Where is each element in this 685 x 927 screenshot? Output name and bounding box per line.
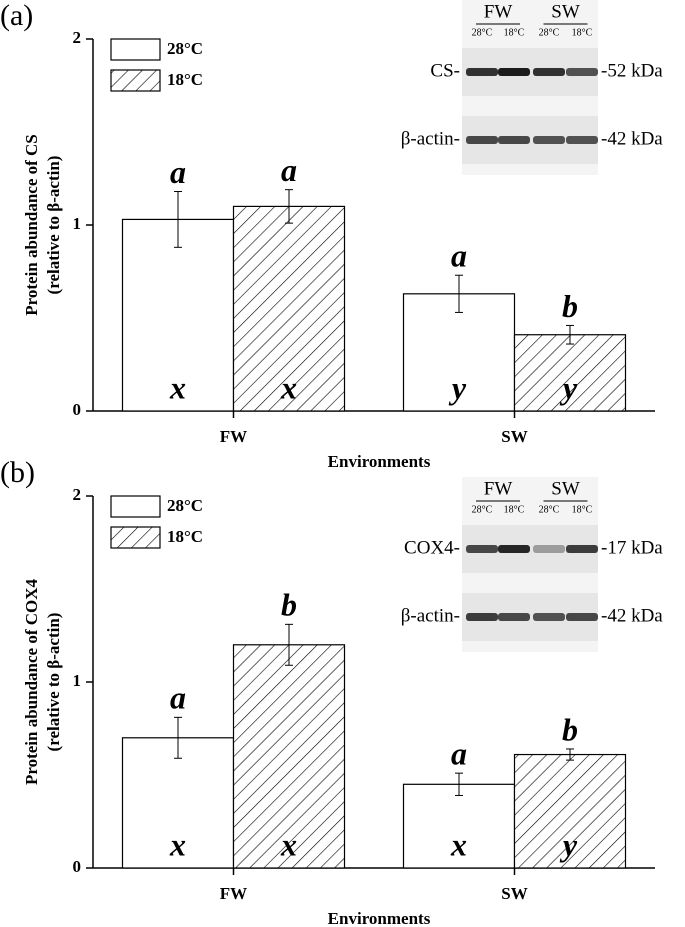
- legend-label: 28°C: [167, 496, 203, 515]
- blot-band: [566, 613, 598, 621]
- significance-letter: a: [170, 154, 186, 190]
- significance-letter: a: [451, 238, 467, 274]
- blot-group: FW: [484, 478, 513, 499]
- significance-letter: a: [281, 152, 297, 188]
- x-tick-label: SW: [501, 427, 527, 446]
- significance-letter: b: [281, 587, 297, 623]
- blot-band: [566, 136, 598, 144]
- legend-label: 28°C: [167, 39, 203, 58]
- group-letter: x: [450, 826, 467, 862]
- blot-size: -17 kDa: [601, 537, 663, 558]
- error-bar: [566, 324, 574, 345]
- blot-band: [566, 545, 598, 553]
- blot-band: [466, 136, 498, 144]
- group-letter: y: [559, 826, 578, 862]
- blot-group: FW: [484, 1, 513, 22]
- blot-lane: 28°C: [539, 27, 560, 38]
- blot-protein: COX4-: [404, 537, 460, 558]
- blot-lane: 28°C: [472, 27, 493, 38]
- error-bar: [174, 716, 182, 759]
- legend-label: 18°C: [167, 527, 203, 546]
- x-tick-label: FW: [220, 427, 247, 446]
- bar: [402, 293, 516, 412]
- group-letter: x: [169, 369, 186, 405]
- error-bar: [455, 772, 463, 796]
- y-axis-label: (relative to β-actin): [44, 613, 63, 752]
- x-tick-label: FW: [220, 884, 247, 903]
- blot-group: SW: [551, 1, 580, 22]
- significance-letter: b: [562, 288, 578, 324]
- y-tick-label: 0: [73, 857, 82, 876]
- x-axis-label: Environments: [328, 909, 431, 927]
- group-letter: y: [559, 369, 578, 405]
- blot-protein: β-actin-: [401, 128, 460, 149]
- error-bar: [455, 274, 463, 313]
- bar: [232, 205, 346, 412]
- error-bar: [566, 748, 574, 761]
- y-axis-label: Protein abundance of COX4: [22, 578, 41, 785]
- legend-swatch: [110, 69, 161, 92]
- blot-lane: 28°C: [539, 504, 560, 515]
- error-bar: [285, 623, 293, 666]
- panel-label: (b): [0, 456, 35, 489]
- blot-band: [533, 545, 565, 553]
- blot-band: [466, 68, 498, 76]
- legend-swatch: [110, 495, 161, 518]
- y-tick-label: 1: [73, 214, 82, 233]
- group-letter: x: [280, 369, 297, 405]
- blot-band: [498, 68, 530, 76]
- blot-lane: 18°C: [572, 27, 593, 38]
- blot-lane: 18°C: [572, 504, 593, 515]
- x-tick-label: SW: [501, 884, 527, 903]
- legend-swatch: [110, 526, 161, 549]
- blot-lane: 18°C: [504, 27, 525, 38]
- y-tick-label: 2: [73, 485, 82, 504]
- error-bar: [174, 191, 182, 248]
- blot-group: SW: [551, 478, 580, 499]
- blot-band: [498, 613, 530, 621]
- blot-band: [533, 613, 565, 621]
- blot-band: [466, 613, 498, 621]
- blot-size: -42 kDa: [601, 128, 663, 149]
- y-tick-label: 2: [73, 28, 82, 47]
- y-axis-label: Protein abundance of CS: [22, 134, 41, 316]
- panel-label: (a): [0, 0, 33, 32]
- blot-lane: 28°C: [472, 504, 493, 515]
- legend-label: 18°C: [167, 70, 203, 89]
- significance-letter: a: [170, 680, 186, 716]
- group-letter: x: [280, 826, 297, 862]
- error-bar: [285, 189, 293, 224]
- significance-letter: b: [562, 711, 578, 747]
- blot-band: [533, 136, 565, 144]
- blot-protein: β-actin-: [401, 605, 460, 626]
- blot-size: -42 kDa: [601, 605, 663, 626]
- blot-band: [466, 545, 498, 553]
- blot-lane: 18°C: [504, 504, 525, 515]
- blot-band: [566, 68, 598, 76]
- blot-protein: CS-: [430, 60, 460, 81]
- bar: [513, 334, 627, 412]
- blot-band: [498, 545, 530, 553]
- y-tick-label: 0: [73, 400, 82, 419]
- blot-band: [533, 68, 565, 76]
- bar: [402, 783, 516, 869]
- significance-letter: a: [451, 735, 467, 771]
- legend-swatch: [110, 38, 161, 61]
- blot-size: -52 kDa: [601, 60, 663, 81]
- blot-band: [498, 136, 530, 144]
- y-axis-label: (relative to β-actin): [44, 156, 63, 295]
- group-letter: y: [448, 369, 467, 405]
- y-tick-label: 1: [73, 671, 82, 690]
- x-axis-label: Environments: [328, 452, 431, 471]
- group-letter: x: [169, 826, 186, 862]
- bar: [232, 644, 346, 869]
- bar: [121, 218, 235, 412]
